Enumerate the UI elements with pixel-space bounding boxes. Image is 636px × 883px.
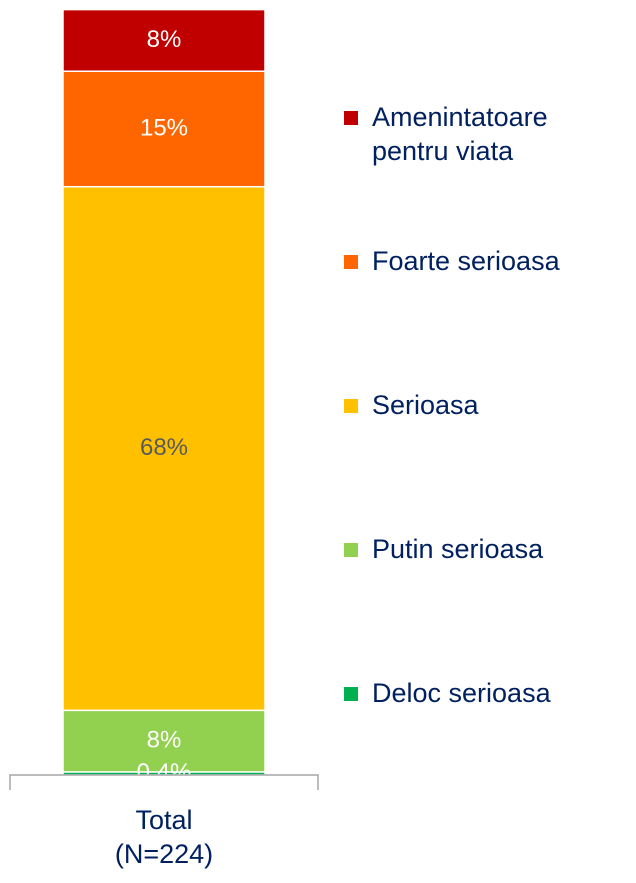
legend-entry: Putin serioasa <box>344 532 636 566</box>
legend-entry: Serioasa <box>344 388 636 422</box>
legend-label: Amenintatoare pentru viata <box>372 102 548 166</box>
bar-segment <box>62 185 266 712</box>
value-label: 8% <box>147 726 182 753</box>
legend-entry: Amenintatoare pentru viata <box>344 100 636 168</box>
category-label: Total (N=224) <box>114 805 214 869</box>
legend-label: Serioasa <box>372 390 479 420</box>
legend-entry: Foarte serioasa <box>344 244 636 278</box>
legend-swatch <box>344 687 358 701</box>
legend-label: Foarte serioasa <box>372 246 560 276</box>
legend-swatch <box>344 399 358 413</box>
legend-label: Deloc serioasa <box>372 678 551 708</box>
bar-segment <box>62 709 266 773</box>
legend-swatch <box>344 255 358 269</box>
value-label: 8% <box>147 26 182 53</box>
value-label: 68% <box>140 434 188 461</box>
value-label: 0.4% <box>137 759 192 786</box>
bar-segment <box>62 8 266 72</box>
legend-swatch <box>344 543 358 557</box>
bar-segment <box>62 70 266 188</box>
value-label: 15% <box>140 114 188 141</box>
legend-label: Putin serioasa <box>372 534 544 564</box>
category-axis <box>9 774 319 790</box>
legend-swatch <box>344 111 358 125</box>
legend-entry: Deloc serioasa <box>344 676 636 710</box>
